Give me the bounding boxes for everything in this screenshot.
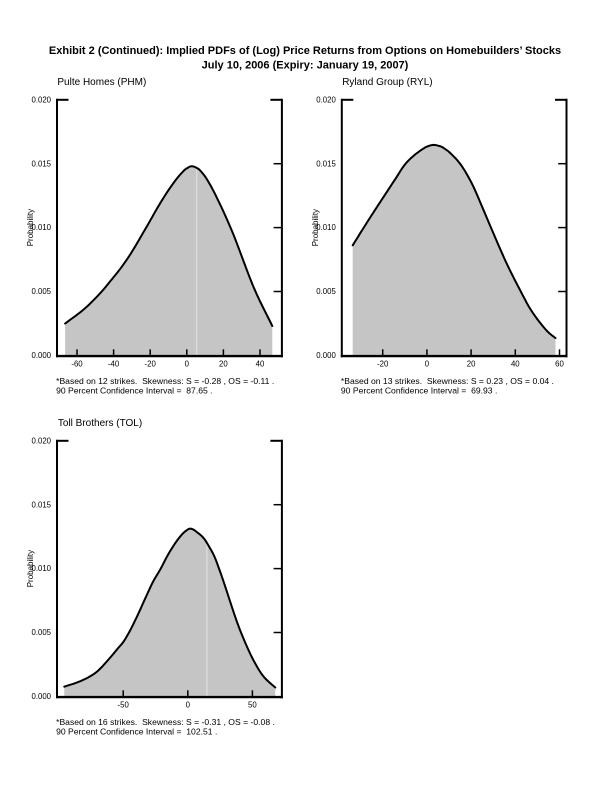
svg-text:*Based on 13 strikes. Skewnes: *Based on 13 strikes. Skewness: S = 0.23… [341,376,554,386]
svg-text:20: 20 [467,359,476,368]
svg-text:0.005: 0.005 [316,287,336,296]
svg-text:*Based on 16 strikes. Skewnes: *Based on 16 strikes. Skewness: S = -0.3… [56,717,275,727]
svg-text:0: 0 [425,359,430,368]
svg-text:Toll Brothers (TOL): Toll Brothers (TOL) [58,418,142,429]
svg-text:-60: -60 [71,359,83,368]
svg-text:0.020: 0.020 [31,436,51,445]
svg-text:-40: -40 [108,359,120,368]
svg-text:0: 0 [185,359,190,368]
svg-text:Probability: Probability [26,550,35,587]
svg-text:0.020: 0.020 [31,95,51,104]
svg-text:Pulte Homes (PHM): Pulte Homes (PHM) [57,77,146,88]
svg-text:40: 40 [256,359,265,368]
svg-text:0.010: 0.010 [31,223,51,232]
svg-text:60: 60 [555,359,564,368]
svg-text:0.005: 0.005 [31,628,51,637]
svg-text:0.010: 0.010 [316,223,336,232]
svg-text:-50: -50 [118,700,130,709]
svg-text:0.000: 0.000 [31,351,51,360]
svg-text:0.010: 0.010 [31,564,51,573]
svg-text:0.005: 0.005 [31,287,51,296]
svg-text:20: 20 [219,359,228,368]
svg-text:90 Percent Confidence Interval: 90 Percent Confidence Interval = 69.93 . [341,386,497,396]
svg-text:0.015: 0.015 [31,500,51,509]
svg-text:*Based on 12 strikes. Skewnes: *Based on 12 strikes. Skewness: S = -0.2… [56,376,274,386]
svg-text:Probability: Probability [311,209,320,246]
svg-text:0.000: 0.000 [316,351,336,360]
svg-text:90 Percent Confidence Interval: 90 Percent Confidence Interval = 102.51 … [56,727,217,737]
svg-text:-20: -20 [145,359,157,368]
svg-text:0.020: 0.020 [316,95,336,104]
svg-text:Probability: Probability [26,209,35,246]
svg-text:0.000: 0.000 [31,692,51,701]
svg-text:40: 40 [511,359,520,368]
svg-text:July 10, 2006 (Expiry: January: July 10, 2006 (Expiry: January 19, 2007) [202,59,409,71]
svg-text:0: 0 [186,700,191,709]
svg-text:Exhibit 2 (Continued): Implied: Exhibit 2 (Continued): Implied PDFs of (… [49,45,561,57]
svg-text:-20: -20 [377,359,389,368]
svg-text:0.015: 0.015 [316,159,336,168]
svg-text:90 Percent Confidence Interval: 90 Percent Confidence Interval = 87.65 . [56,386,212,396]
svg-text:Ryland Group (RYL): Ryland Group (RYL) [342,77,432,88]
svg-text:0.015: 0.015 [31,159,51,168]
svg-text:50: 50 [248,700,257,709]
